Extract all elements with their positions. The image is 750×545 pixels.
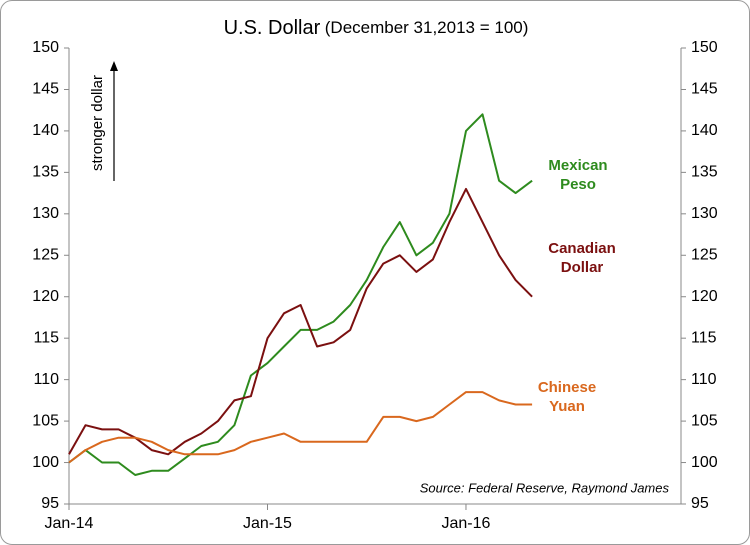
y-tick-label: 105 xyxy=(32,412,59,429)
y-tick-label: 145 xyxy=(32,81,59,98)
y2-tick-label: 120 xyxy=(691,288,718,305)
chart-title-line: U.S. Dollar (December 31,2013 = 100) xyxy=(224,17,529,39)
y-tick-label: 150 xyxy=(32,39,59,56)
y2-tick-label: 145 xyxy=(691,81,718,98)
series-line xyxy=(68,187,533,456)
y2-tick-label: 125 xyxy=(691,246,718,263)
series-label: Mexican Peso xyxy=(548,157,608,193)
series-line xyxy=(68,391,533,464)
chart-title: U.S. Dollar xyxy=(224,17,321,39)
series-label: Chinese Yuan xyxy=(537,379,597,415)
y-tick-label: 95 xyxy=(41,495,59,512)
chart-subtitle: (December 31,2013 = 100) xyxy=(325,18,529,37)
series-label: Canadian Dollar xyxy=(548,240,616,276)
y2-tick-label: 105 xyxy=(691,412,718,429)
annotation: stronger dollar xyxy=(89,75,106,171)
y-tick-label: 130 xyxy=(32,205,59,222)
y-tick-label: 135 xyxy=(32,164,59,181)
x-tick-label: Jan-16 xyxy=(442,515,491,532)
x-tick-label: Jan-15 xyxy=(243,515,292,532)
y2-tick-label: 100 xyxy=(691,454,718,471)
y-tick-label: 100 xyxy=(32,454,59,471)
y-tick-label: 115 xyxy=(33,329,59,346)
y2-tick-label: 135 xyxy=(691,164,718,181)
y-tick-label: 140 xyxy=(32,122,59,139)
y2-tick-label: 95 xyxy=(691,495,709,512)
y2-tick-label: 110 xyxy=(691,371,717,388)
y2-tick-label: 115 xyxy=(691,329,717,346)
source-note: Source: Federal Reserve, Raymond James xyxy=(420,480,670,495)
series-line xyxy=(68,113,533,476)
y-tick-label: 120 xyxy=(32,288,59,305)
y2-tick-label: 140 xyxy=(691,122,718,139)
y2-tick-label: 150 xyxy=(691,39,718,56)
arrow-head xyxy=(110,61,118,71)
y-tick-label: 125 xyxy=(32,246,59,263)
y-tick-label: 110 xyxy=(33,371,59,388)
x-tick-label: Jan-14 xyxy=(45,515,94,532)
y2-tick-label: 130 xyxy=(691,205,718,222)
